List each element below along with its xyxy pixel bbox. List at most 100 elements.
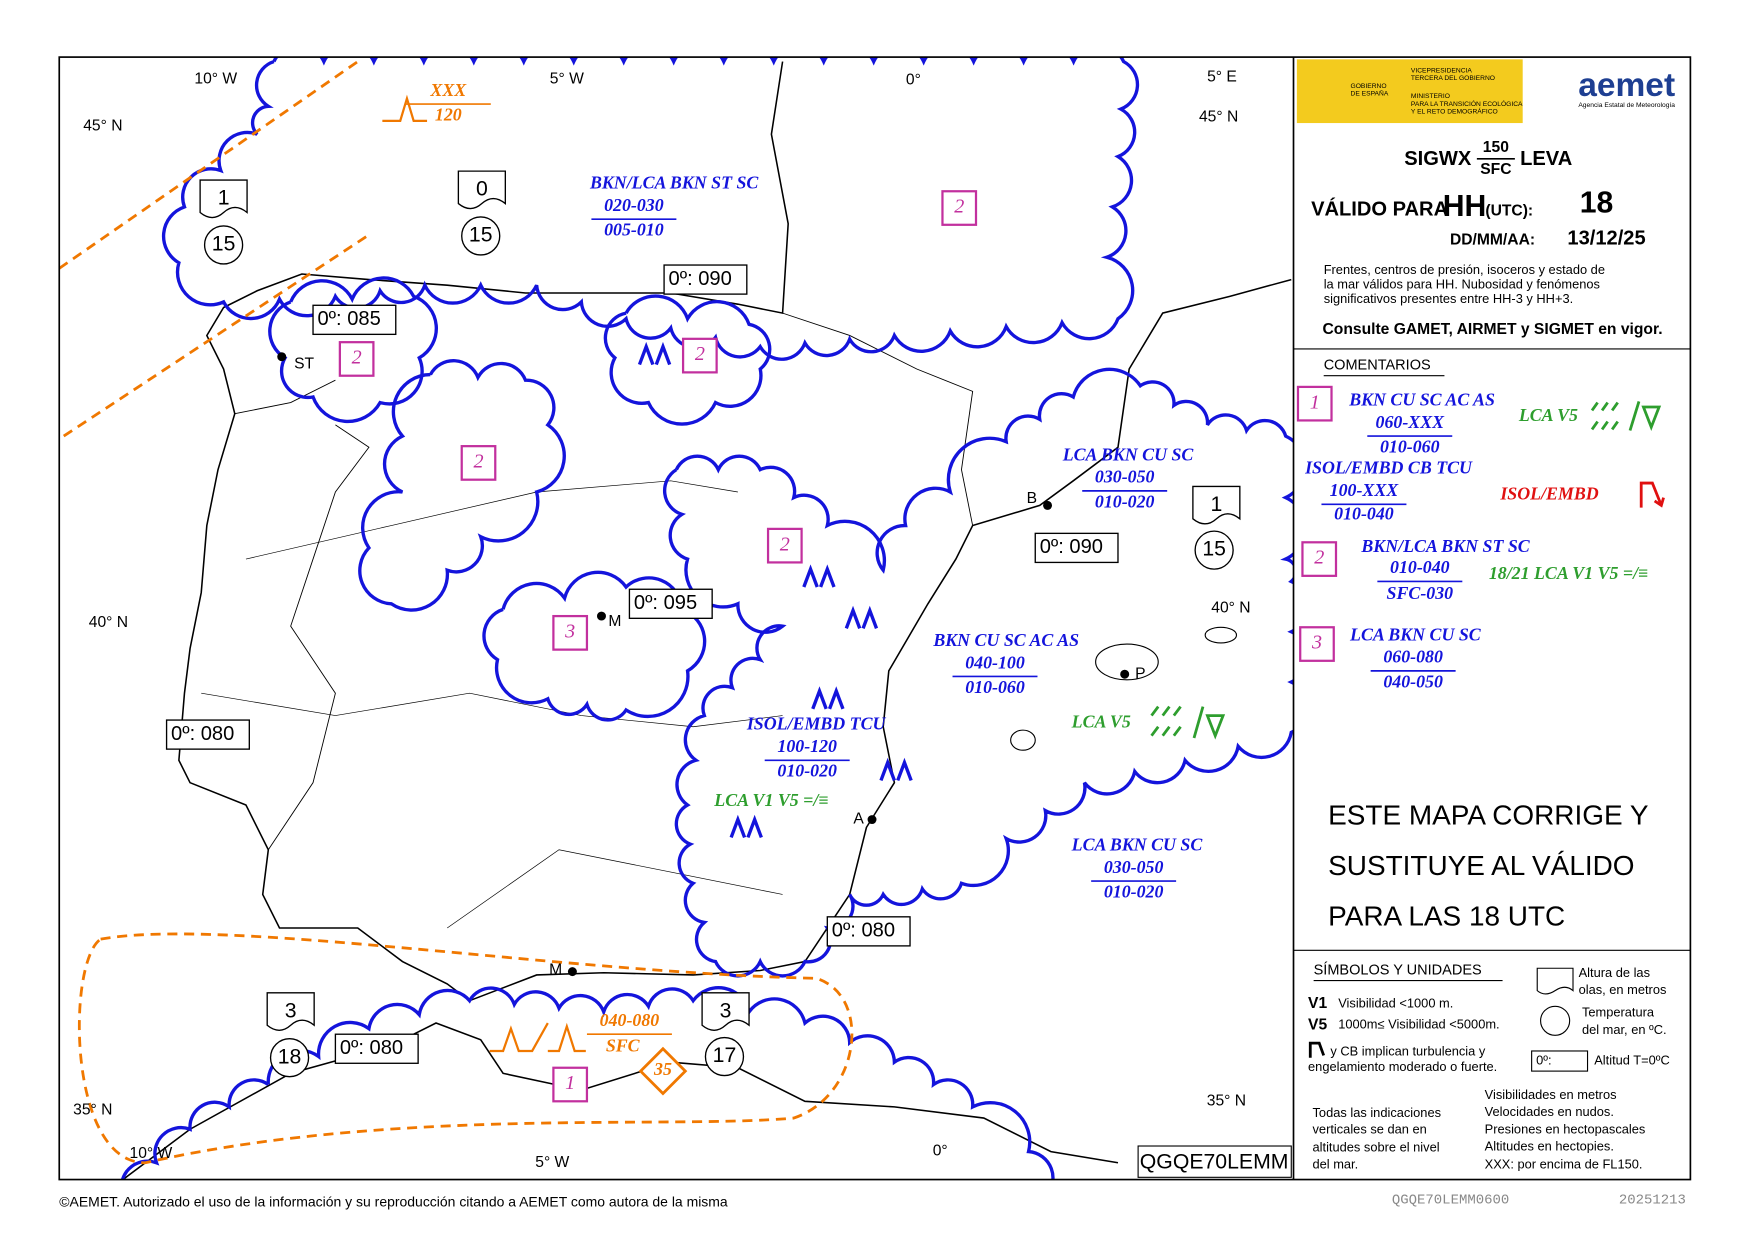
sea-temp-circle: [461, 216, 501, 256]
type: LCA BKN CU SC: [1062, 444, 1195, 464]
turbulence-symbol: [382, 94, 586, 1053]
city-dot: [867, 815, 877, 825]
top: 100-120: [777, 736, 837, 756]
v5: V5: [1308, 1016, 1327, 1033]
freezing-box: [628, 588, 713, 619]
ministry: Y EL RETO DEMOGRÁFICO: [1411, 107, 1498, 116]
icing-icon: [1590, 401, 1662, 432]
wave-flag: [266, 992, 315, 1031]
units: Altitudes en hectopies.: [1485, 1139, 1614, 1154]
top: 040-080: [600, 1010, 660, 1030]
sea-temp: Temperatura: [1582, 1004, 1655, 1019]
coords: 45° N: [1199, 109, 1238, 126]
coords: 10° W: [130, 1145, 173, 1162]
mountain-wave: [802, 564, 836, 588]
date-label: DD/MM/AA:: [1450, 232, 1535, 249]
map: [59, 57, 1294, 1180]
cities: ST: [294, 356, 314, 373]
coords: 5° W: [550, 71, 584, 88]
coords: 5° W: [535, 1154, 569, 1171]
mountain-wave: [879, 757, 913, 782]
sea-temps: 18: [278, 1044, 302, 1068]
cities: M: [549, 962, 562, 979]
area-box: [552, 1066, 589, 1103]
gov: GOBIERNO: [1351, 83, 1387, 90]
brand: aemet: [1578, 67, 1675, 104]
freezing-levels: 0º: 080: [832, 920, 895, 942]
units: Visibilidades en metros: [1485, 1087, 1617, 1102]
wave-flag: [701, 992, 750, 1031]
notice: PARA LAS 18 UTC: [1328, 900, 1565, 931]
vertical: del mar.: [1313, 1156, 1359, 1171]
base: 040-050: [1383, 671, 1443, 691]
waves: Altura de las: [1579, 965, 1650, 980]
wave-heights: 3: [285, 998, 297, 1022]
area-box: [1301, 541, 1338, 577]
city-dot: [597, 611, 606, 621]
top: 060-080: [1383, 647, 1443, 667]
areas: 2: [695, 343, 705, 365]
icing-symbol: [1150, 705, 1226, 740]
hour: 18: [1580, 187, 1614, 220]
description: significativos presentes entre HH-3 y HH…: [1324, 291, 1574, 306]
region: LEVA: [1520, 148, 1572, 170]
vertical: altitudes sobre el nivel: [1313, 1140, 1440, 1155]
map-code: QGQE70LEMM: [1140, 1149, 1289, 1173]
top: XXX: [429, 80, 467, 100]
coords: 10° W: [194, 71, 237, 88]
sea-temp-circle: [1194, 530, 1234, 570]
coords: 35° N: [1207, 1092, 1246, 1109]
cloud-area: [482, 570, 707, 722]
top: 100-XXX: [1330, 480, 1400, 500]
freezing-box: [312, 304, 397, 336]
valid-label: VÁLIDO PARA: [1311, 198, 1448, 221]
type: LCA BKN CU SC: [1071, 835, 1204, 855]
coords: 5° E: [1207, 68, 1237, 85]
coastline: [178, 61, 1292, 1002]
mountain-wave: [637, 341, 672, 366]
vertical: verticales se dan en: [1313, 1122, 1427, 1137]
freezing-levels: 0º: 090: [669, 268, 732, 290]
cloud-area: [120, 986, 1055, 1180]
type: BKN CU SC AC AS: [932, 630, 1079, 650]
area-box: [1296, 385, 1333, 422]
consult: Consulte GAMET, AIRMET y SIGMET en vigor…: [1322, 321, 1662, 338]
warning-diamond: [638, 1046, 688, 1096]
turbulence-icon: [1639, 481, 1665, 508]
date: 13/12/25: [1567, 228, 1645, 250]
cities: A: [853, 811, 864, 828]
product: SIGWX: [1404, 148, 1472, 170]
base: SFC-030: [1387, 583, 1454, 603]
ministry: MINISTERIO: [1411, 93, 1450, 100]
sea-temp-circle: [203, 225, 244, 265]
date: 20251213: [1619, 1192, 1686, 1208]
copyright: ©AEMET. Autorizado el uso de la informac…: [59, 1194, 728, 1210]
government-logo: [1296, 59, 1523, 124]
type: BKN/LCA BKN ST SC: [589, 173, 759, 193]
map-frame: [58, 56, 1692, 1181]
base: 005-010: [604, 220, 664, 240]
base: 010-060: [1380, 436, 1440, 456]
freezing-box: [826, 916, 911, 947]
sea-temp: del mar, en ºC.: [1582, 1022, 1667, 1037]
area-box: [941, 190, 978, 226]
areas: 3: [564, 620, 575, 642]
type: ISOL/EMBD TCU: [746, 714, 887, 734]
title: SÍMBOLOS Y UNIDADES: [1314, 961, 1482, 978]
turbulence: engelamiento moderado o fuerte.: [1308, 1059, 1497, 1074]
jet-line: [59, 60, 359, 270]
ministry: VICEPRESIDENCIA: [1411, 67, 1472, 74]
notes: LCA V5: [1518, 405, 1578, 425]
base: 010-040: [1334, 504, 1394, 524]
area-box: [460, 445, 497, 481]
borders: [234, 312, 974, 850]
cloud-areas: [120, 57, 1294, 1180]
text: BKN CU SC AC AS: [1348, 390, 1495, 410]
number: 1: [1310, 391, 1320, 413]
areas: 1: [565, 1072, 575, 1094]
upper: 150: [1483, 139, 1509, 156]
cloud-area: [662, 367, 1294, 978]
